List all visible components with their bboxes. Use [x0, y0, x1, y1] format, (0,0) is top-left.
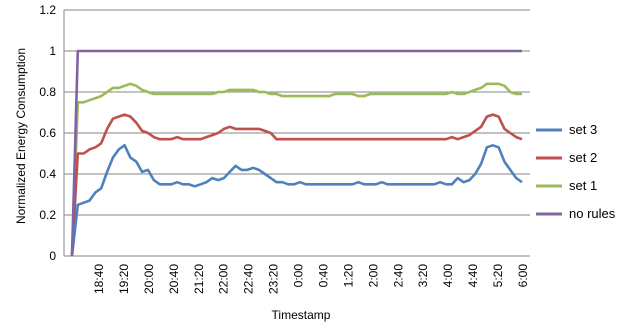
- y-tick-label: 1: [49, 44, 56, 58]
- y-tick-label: 0: [49, 249, 56, 263]
- series-lines: [70, 49, 523, 257]
- x-tick-label: 19:20: [117, 264, 131, 294]
- y-tick-label: 0.2: [39, 208, 56, 222]
- legend-label: no rules: [569, 206, 616, 221]
- x-tick-label: 4:00: [441, 264, 455, 288]
- y-tick-label: 1.2: [39, 3, 56, 17]
- x-tick-label: 23:20: [267, 264, 281, 294]
- x-tick-label: 5:20: [491, 264, 505, 288]
- legend-label: set 3: [569, 122, 597, 137]
- y-tick-labels: 0 0.2 0.4 0.6 0.8 1 1.2: [39, 3, 56, 263]
- y-tick-label: 0.6: [39, 126, 56, 140]
- y-tick-label: 0.8: [39, 85, 56, 99]
- x-tick-label: 2:00: [366, 264, 380, 288]
- x-tick-labels: 18:40 19:20 20:00 20:40 21:20 22:00 22:40 23:20…: [92, 264, 530, 294]
- series-line-set-1: [70, 82, 522, 257]
- legend-label: set 1: [569, 178, 597, 193]
- legend-label: set 2: [569, 150, 597, 165]
- x-tick-label: 4:40: [466, 264, 480, 288]
- y-axis-title: Normalized Energy Consumption: [14, 48, 28, 224]
- x-tick-label: 20:40: [167, 264, 181, 294]
- x-tick-label: 3:20: [416, 264, 430, 288]
- x-axis-title: Timestamp: [272, 308, 331, 322]
- x-tick-label: 21:20: [192, 264, 206, 294]
- x-tick-label: 0:00: [292, 264, 306, 288]
- series-line-set-3: [70, 144, 523, 257]
- x-tick-label: 0:40: [316, 264, 330, 288]
- x-tick-label: 1:20: [341, 264, 355, 288]
- x-tick-label: 6:00: [516, 264, 530, 288]
- x-tick-label: 20:00: [142, 264, 156, 294]
- series-line-set-2: [70, 113, 523, 257]
- x-tick-label: 22:40: [242, 264, 256, 294]
- series-line-no-rules: [70, 49, 522, 257]
- x-tick-label: 22:00: [217, 264, 231, 294]
- x-tick-label: 18:40: [92, 264, 106, 294]
- x-tick-label: 2:40: [391, 264, 405, 288]
- legend: set 3 set 2 set 1 no rules: [536, 122, 616, 221]
- y-tick-label: 0.4: [39, 167, 56, 181]
- axes: [63, 10, 530, 257]
